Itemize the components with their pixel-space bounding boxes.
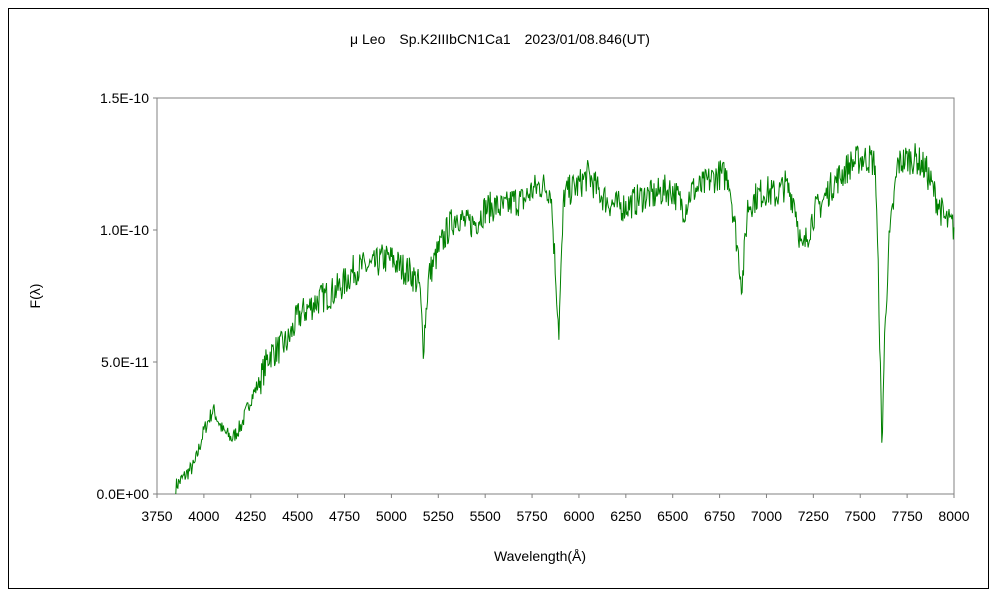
plot-area — [156, 97, 955, 495]
x-tick-label: 5000 — [376, 508, 407, 524]
y-axis-label: F(λ) — [27, 284, 43, 309]
x-tick-label: 5750 — [516, 508, 547, 524]
x-tick-label: 6500 — [657, 508, 688, 524]
x-tick-label: 5500 — [470, 508, 501, 524]
y-tick-label: 5.0E-11 — [101, 354, 149, 370]
x-tick-label: 3750 — [141, 508, 172, 524]
x-tick-label: 7750 — [892, 508, 923, 524]
y-tick-label: 1.5E-10 — [100, 90, 149, 106]
x-tick-label: 7000 — [751, 508, 782, 524]
x-tick-label: 7500 — [845, 508, 876, 524]
spectrum-line — [175, 143, 955, 495]
x-tick-label: 6250 — [610, 508, 641, 524]
x-tick-label: 4750 — [329, 508, 360, 524]
y-tick-label: 0.0E+00 — [96, 486, 149, 502]
chart-title: μ Leo Sp.K2IIIbCN1Ca1 2023/01/08.846(UT) — [350, 31, 650, 47]
y-tick-label: 1.0E-10 — [100, 222, 149, 238]
x-axis-label: Wavelength(Å) — [494, 548, 586, 564]
x-tick-label: 4000 — [188, 508, 219, 524]
x-tick-label: 5250 — [423, 508, 454, 524]
x-tick-label: 7250 — [798, 508, 829, 524]
x-tick-label: 4250 — [235, 508, 266, 524]
x-tick-label: 4500 — [282, 508, 313, 524]
x-tick-label: 8000 — [938, 508, 969, 524]
chart-frame — [8, 8, 989, 589]
x-tick-label: 6750 — [704, 508, 735, 524]
x-tick-label: 6000 — [563, 508, 594, 524]
